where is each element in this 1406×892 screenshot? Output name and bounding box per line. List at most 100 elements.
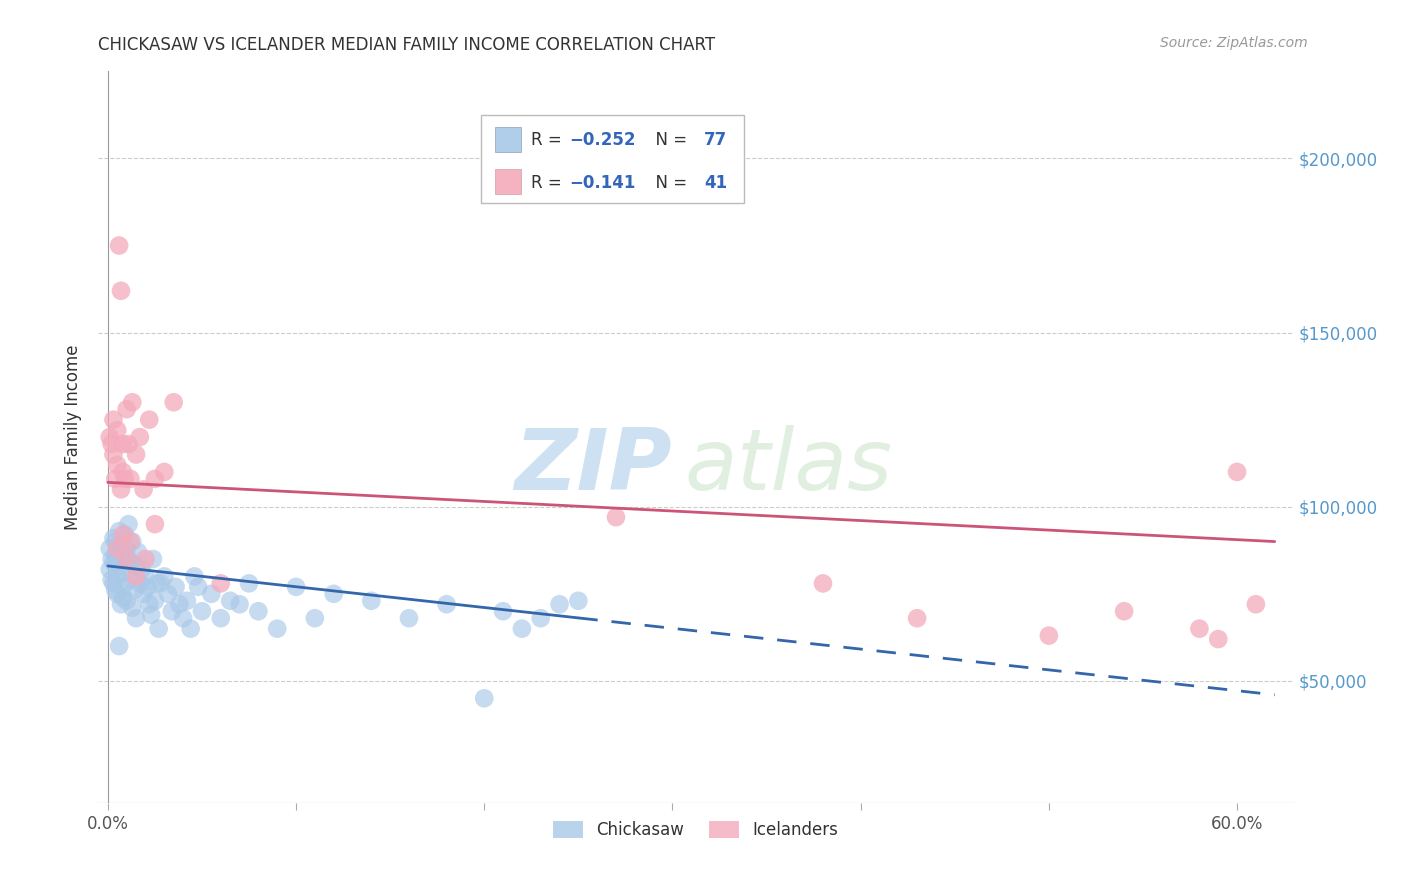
Point [1188, 622, 1211, 636]
Point [120, 573, 142, 587]
Point [139, 607, 162, 622]
Point [105, 569, 128, 583]
Point [183, 569, 205, 583]
Point [105, 541, 128, 556]
Point [111, 527, 134, 541]
Point [132, 483, 155, 497]
Legend: Chickasaw, Icelanders: Chickasaw, Icelanders [547, 814, 845, 846]
FancyBboxPatch shape [481, 115, 744, 203]
Text: −0.252: −0.252 [569, 131, 636, 149]
Point [209, 611, 232, 625]
Point [103, 412, 125, 426]
Point [103, 531, 125, 545]
Bar [495, 169, 522, 194]
Point [134, 552, 156, 566]
Point [138, 412, 160, 426]
Point [98, 541, 121, 556]
Point [172, 611, 194, 625]
Text: 41: 41 [704, 174, 727, 192]
Point [105, 587, 128, 601]
Point [134, 569, 156, 583]
Point [209, 576, 232, 591]
Point [108, 639, 131, 653]
Point [567, 594, 589, 608]
Point [104, 534, 127, 549]
Point [125, 569, 148, 583]
Point [1244, 597, 1267, 611]
Point [115, 541, 138, 556]
Text: N =: N = [644, 131, 692, 149]
Point [1226, 465, 1249, 479]
Point [105, 423, 128, 437]
Point [143, 594, 166, 608]
Text: Source: ZipAtlas.com: Source: ZipAtlas.com [1160, 36, 1308, 50]
Point [115, 402, 138, 417]
Point [128, 430, 150, 444]
Text: N =: N = [644, 174, 692, 192]
Point [905, 611, 928, 625]
Point [114, 527, 136, 541]
Point [104, 549, 127, 563]
Point [169, 597, 191, 611]
Point [138, 597, 160, 611]
Point [157, 587, 180, 601]
Point [153, 569, 176, 583]
Point [510, 622, 533, 636]
Point [120, 472, 142, 486]
Point [105, 458, 128, 472]
Point [142, 552, 165, 566]
Point [145, 576, 167, 591]
Point [1206, 632, 1229, 646]
Point [436, 597, 458, 611]
Point [103, 556, 125, 570]
Point [127, 545, 149, 559]
Point [104, 472, 127, 486]
Point [153, 465, 176, 479]
Point [125, 611, 148, 625]
Point [108, 524, 131, 538]
Point [360, 594, 382, 608]
Text: ZIP: ZIP [515, 425, 672, 508]
Point [121, 534, 143, 549]
Point [98, 562, 121, 576]
Y-axis label: Median Family Income: Median Family Income [65, 344, 83, 530]
Point [121, 600, 143, 615]
Text: −0.141: −0.141 [569, 174, 636, 192]
Point [110, 538, 132, 552]
Point [111, 465, 134, 479]
Point [472, 691, 495, 706]
Point [114, 566, 136, 580]
Point [125, 448, 148, 462]
Point [285, 580, 308, 594]
Point [110, 483, 132, 497]
Point [103, 576, 125, 591]
Point [110, 284, 132, 298]
Point [120, 534, 142, 549]
Text: R =: R = [531, 174, 567, 192]
Point [100, 437, 122, 451]
Point [110, 597, 132, 611]
Point [121, 395, 143, 409]
Point [219, 594, 242, 608]
Point [108, 558, 131, 573]
Point [811, 576, 834, 591]
Point [115, 594, 138, 608]
Point [111, 591, 134, 605]
Point [143, 472, 166, 486]
Point [530, 611, 553, 625]
Point [100, 573, 122, 587]
Point [115, 552, 138, 566]
Point [238, 576, 260, 591]
Point [605, 510, 627, 524]
Text: atlas: atlas [685, 425, 891, 508]
Point [191, 604, 214, 618]
Point [148, 622, 170, 636]
Point [132, 587, 155, 601]
Point [176, 594, 198, 608]
Text: 77: 77 [704, 131, 727, 149]
Point [117, 552, 139, 566]
Point [128, 576, 150, 591]
Point [120, 556, 142, 570]
Point [114, 472, 136, 486]
Point [117, 437, 139, 451]
